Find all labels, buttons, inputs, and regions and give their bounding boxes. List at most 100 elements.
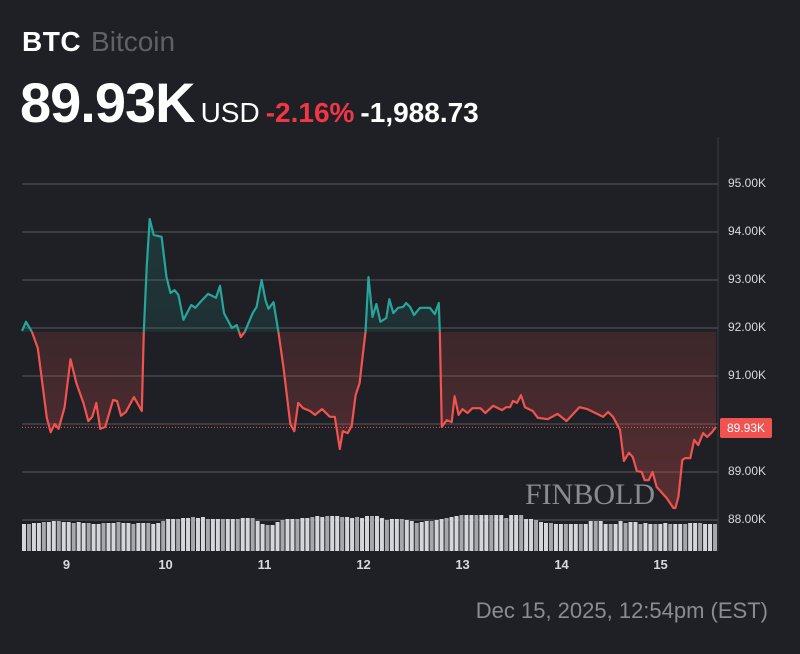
volume-bar — [330, 516, 335, 551]
volume-bar — [563, 524, 568, 551]
asset-symbol: BTC — [22, 26, 82, 57]
y-tick-label: 88.00K — [728, 512, 767, 526]
volume-bar — [260, 524, 265, 551]
volume-bar — [479, 515, 484, 551]
volume-bar — [389, 519, 394, 551]
volume-bar — [449, 517, 454, 551]
volume-bar — [459, 515, 464, 551]
volume-bar — [668, 524, 673, 551]
x-tick-label: 10 — [158, 557, 173, 572]
volume-bar — [514, 515, 519, 551]
volume-bar — [81, 523, 86, 551]
volume-bar — [499, 515, 504, 551]
volume-bar — [703, 524, 708, 551]
volume-bar — [598, 521, 603, 551]
volume-bar — [96, 524, 101, 551]
volume-bar — [365, 516, 369, 551]
asset-header: BTC Bitcoin — [22, 26, 175, 58]
volume-bar — [608, 524, 613, 551]
volume-bar — [454, 516, 459, 551]
volume-bar — [633, 522, 638, 551]
volume-bar — [444, 518, 449, 551]
y-tick-label: 94.00K — [728, 224, 767, 238]
volume-bar — [414, 523, 419, 551]
volume-bar — [270, 525, 275, 551]
volume-bar — [41, 522, 46, 551]
y-tick-label: 93.00K — [728, 272, 767, 286]
volume-bar — [424, 521, 429, 551]
volume-bar — [588, 521, 593, 551]
volume-bar — [275, 522, 280, 551]
volume-bar — [399, 519, 404, 551]
volume-bar — [583, 524, 588, 551]
volume-bar — [215, 519, 220, 551]
volume-bar — [56, 521, 61, 551]
volume-bar — [678, 524, 683, 551]
volume-bar — [141, 523, 146, 551]
volume-bar — [325, 516, 330, 551]
volume-bar — [171, 519, 176, 551]
x-tick-label: 14 — [554, 557, 569, 572]
volume-bar — [708, 524, 713, 551]
volume-bar — [553, 524, 558, 551]
volume-bar — [439, 519, 444, 551]
volume-bar — [66, 522, 71, 551]
volume-bar — [126, 523, 131, 551]
volume-bar — [429, 521, 434, 551]
volume-bar — [111, 523, 116, 551]
price-line-up — [20, 217, 441, 332]
volume-bar — [106, 523, 111, 551]
volume-bar — [384, 520, 389, 551]
current-price-tag: 89.93K — [720, 418, 772, 438]
x-tick-label: 9 — [62, 557, 71, 572]
volume-bar — [166, 519, 171, 551]
volume-bar — [290, 519, 295, 551]
volume-bar — [71, 523, 76, 551]
volume-bar — [548, 523, 553, 551]
volume-bar — [683, 524, 688, 551]
volume-bar — [603, 524, 608, 551]
volume-bar — [36, 523, 41, 551]
volume-bar — [230, 519, 235, 551]
volume-bar — [76, 522, 81, 551]
area-fill-up — [22, 219, 440, 332]
volume-bar — [181, 518, 186, 551]
volume-bar — [658, 524, 663, 551]
volume-bar — [524, 519, 529, 551]
volume-bar — [474, 515, 479, 551]
volume-bar — [663, 523, 668, 551]
currency: USD — [200, 97, 260, 128]
volume-bar — [305, 518, 310, 551]
volume-bar — [196, 518, 200, 551]
volume-bar — [200, 517, 205, 551]
volume-bar — [360, 518, 365, 551]
volume-bar — [404, 520, 409, 551]
y-tick-label: 89.00K — [728, 464, 767, 478]
volume-bar — [220, 519, 225, 551]
area-fill-down — [22, 331, 716, 508]
volume-bar — [250, 518, 255, 551]
volume-bar — [61, 522, 66, 551]
x-tick-label: 15 — [653, 557, 668, 572]
volume-bar — [136, 523, 141, 551]
volume-bar — [529, 519, 534, 551]
volume-bar — [464, 515, 469, 551]
volume-bar — [295, 519, 300, 551]
y-tick-label: 91.00K — [728, 368, 767, 382]
volume-bar — [519, 515, 524, 551]
volume-bar — [345, 517, 350, 551]
change-percent: -2.16% — [265, 97, 355, 128]
volume-bar — [186, 518, 191, 551]
volume-bar — [568, 524, 573, 551]
volume-bar — [693, 523, 698, 551]
volume-bar — [419, 522, 424, 551]
volume-bar — [350, 518, 355, 551]
volume-bar — [161, 521, 166, 551]
volume-bar — [101, 523, 106, 551]
volume-bar — [265, 525, 270, 551]
volume-bar — [146, 523, 151, 551]
price-line-down — [30, 331, 717, 510]
volume-bar — [379, 518, 384, 551]
volume-bar — [51, 521, 56, 551]
